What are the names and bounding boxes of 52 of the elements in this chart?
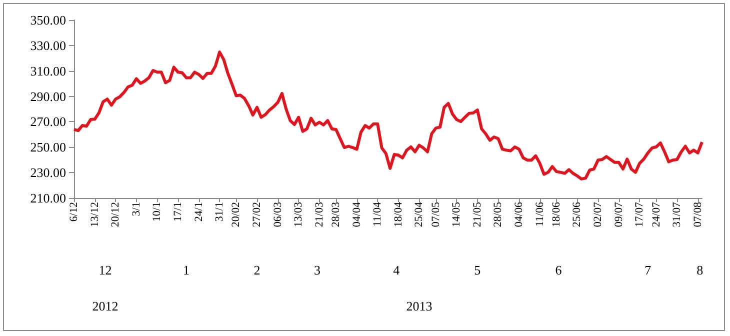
- x-tick-label: 13/12: [88, 202, 101, 228]
- text: 3: [314, 262, 321, 278]
- y-tick-label: 230.00: [30, 165, 66, 180]
- text: 8: [696, 262, 704, 278]
- x-tick-label: 04/06: [513, 202, 526, 228]
- x-tick-label: 09/07: [612, 202, 625, 228]
- x-tick-label: 13/03: [292, 202, 305, 228]
- x-tick-label: 10/1: [151, 202, 164, 222]
- x-tick-label: 21/05: [471, 202, 484, 228]
- text: 5: [474, 262, 481, 278]
- x-tick-label: 24/1: [192, 202, 205, 222]
- text: 1: [183, 262, 190, 278]
- x-tick-label: 24/07: [650, 202, 662, 228]
- x-tick-label: 20/12: [110, 202, 122, 228]
- x-tick-label: 31/1: [214, 202, 226, 222]
- y-tick-label: 290.00: [30, 88, 66, 104]
- x-tick-label: 11/04: [372, 202, 384, 227]
- x-tick-label: 20/02: [230, 202, 242, 228]
- x-tick-label: 07/05: [430, 202, 442, 228]
- y-tick-label: 270.00: [30, 114, 66, 130]
- text: 7: [644, 262, 652, 278]
- x-tick-label: 11/06: [534, 202, 546, 227]
- x-tick-label: 18/06: [550, 202, 562, 228]
- x-tick-label: 25/04: [413, 202, 426, 228]
- text: 4: [393, 262, 400, 278]
- x-tick-label: 06/03: [272, 202, 284, 228]
- x-tick-label: 27/02: [250, 202, 263, 228]
- line-series: [72, 50, 704, 180]
- text: 2012: [92, 298, 118, 314]
- y-tick-label: 350.00: [30, 12, 66, 28]
- x-tick-label: 07/08: [692, 202, 704, 228]
- x-tick-label: 25/06: [571, 202, 584, 228]
- x-tick-label: 28/03: [330, 202, 342, 228]
- text: 12: [98, 262, 112, 278]
- x-tick-label: 02/07: [592, 202, 604, 228]
- x-tick-label: 14/05: [450, 202, 463, 228]
- y-tick-label: 210.00: [30, 190, 66, 206]
- text: 2013: [406, 298, 432, 314]
- y-tick-label: 310.00: [30, 63, 66, 78]
- x-tick-label: 21/03: [313, 202, 326, 228]
- x-tick-label: 3/1: [130, 202, 142, 216]
- x-tick-label: 18/04: [392, 202, 404, 228]
- text: 2: [254, 262, 260, 278]
- x-tick-label: 31/07: [671, 202, 684, 228]
- x-tick-label: 6/12: [68, 202, 80, 222]
- y-tick-label: 250.00: [30, 140, 66, 155]
- x-tick-label: 04/04: [350, 202, 363, 228]
- text: 6: [555, 262, 562, 278]
- x-tick-label: 28/05: [492, 202, 504, 228]
- x-tick-label: 17/07: [634, 202, 646, 228]
- x-tick-label: 17/1: [172, 202, 184, 222]
- y-tick-label: 330.00: [30, 38, 66, 53]
